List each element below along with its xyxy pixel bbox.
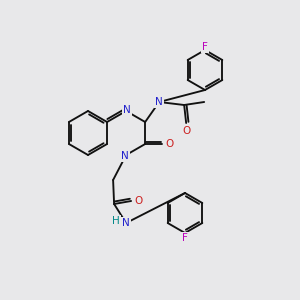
Text: N: N xyxy=(155,97,163,107)
Text: N: N xyxy=(123,105,131,115)
Text: N: N xyxy=(121,151,129,161)
Text: O: O xyxy=(134,196,142,206)
Text: O: O xyxy=(182,126,190,136)
Text: O: O xyxy=(165,139,173,149)
Text: H: H xyxy=(112,216,120,226)
Text: N: N xyxy=(122,218,130,228)
Text: F: F xyxy=(202,42,208,52)
Text: F: F xyxy=(182,233,188,243)
